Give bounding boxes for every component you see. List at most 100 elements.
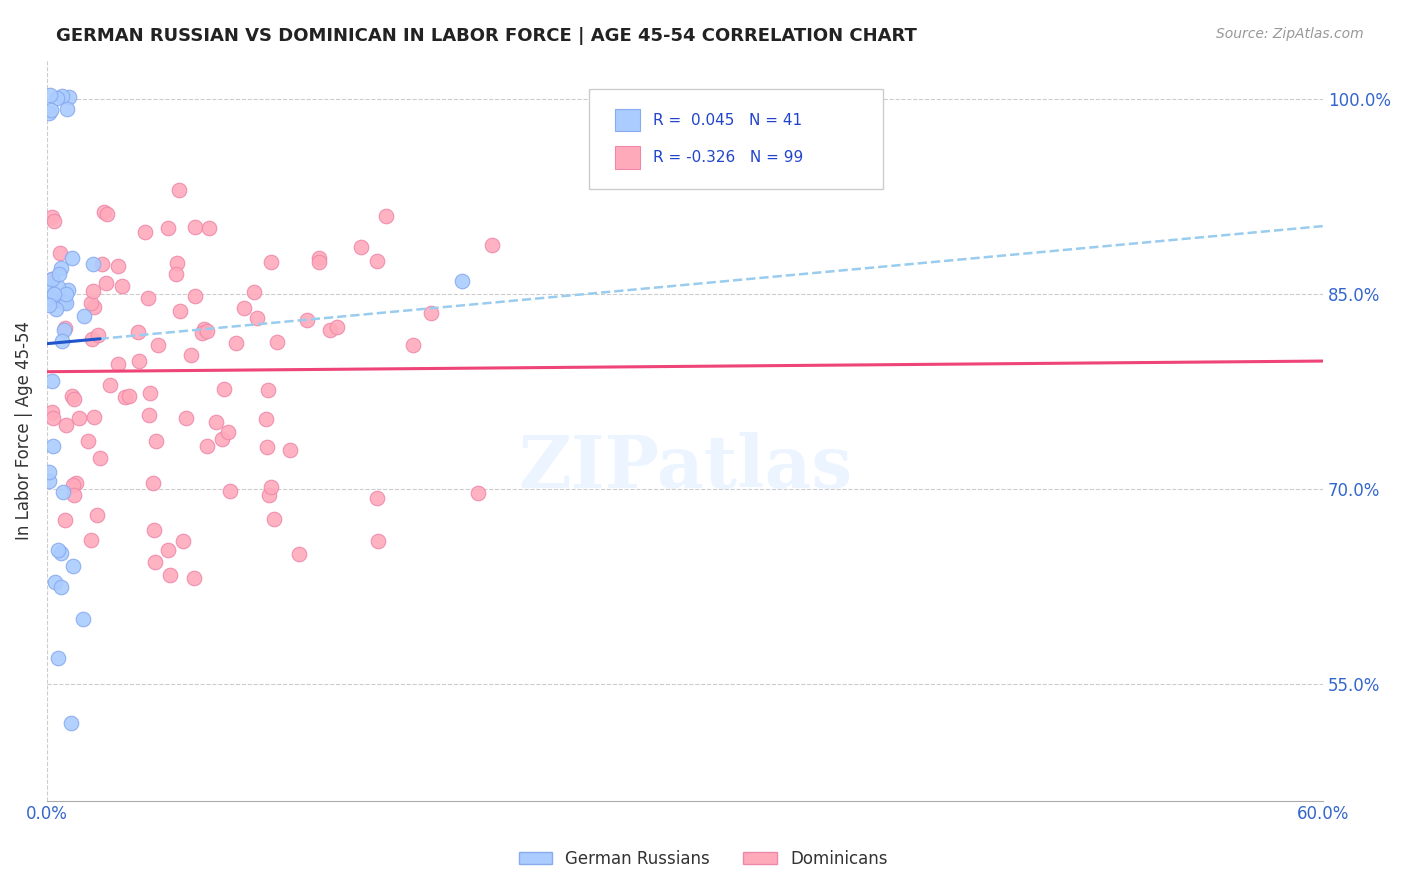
Point (107, 259, 129, 273)
Point (56, 283, 79, 297)
Point (260, 254, 283, 268)
Point (73, 310, 96, 324)
Point (51, 334, 73, 349)
Point (56, 102, 79, 116)
Point (266, 334, 288, 349)
Point (260, 480, 283, 494)
Point (180, 348, 202, 362)
Point (184, 219, 207, 234)
Point (233, 301, 256, 316)
Point (143, 523, 166, 537)
Point (41, 374, 63, 388)
Point (58, 90, 80, 104)
Point (366, 254, 388, 268)
Text: Source: ZipAtlas.com: Source: ZipAtlas.com (1216, 27, 1364, 41)
Point (42, 287, 65, 301)
Point (98, 377, 121, 392)
Point (174, 411, 197, 425)
Text: ZIPatlas: ZIPatlas (517, 432, 852, 503)
Point (93, 205, 115, 219)
Point (55, 286, 77, 301)
Point (138, 408, 160, 422)
Point (350, 240, 373, 254)
Point (46, 650, 69, 665)
Point (212, 382, 235, 396)
FancyBboxPatch shape (589, 89, 883, 189)
Point (193, 321, 215, 335)
Point (225, 335, 247, 350)
Point (82, 285, 104, 299)
Point (145, 434, 167, 448)
Point (87, 328, 110, 343)
Point (366, 491, 388, 506)
Point (166, 267, 188, 281)
Point (38, 291, 60, 305)
Point (60, 389, 83, 403)
Point (41, 411, 63, 425)
Point (96, 277, 118, 291)
Point (38, 298, 60, 312)
Point (157, 543, 180, 558)
Point (38, 279, 60, 293)
Point (52, 323, 75, 337)
Point (111, 278, 134, 293)
Point (55, 321, 77, 335)
Point (148, 337, 170, 351)
Point (375, 209, 398, 223)
Point (243, 285, 266, 300)
Point (367, 533, 389, 548)
Point (41, 210, 63, 224)
Point (83, 409, 105, 424)
Point (246, 311, 269, 326)
Point (481, 238, 503, 252)
Point (198, 221, 221, 235)
Text: GERMAN RUSSIAN VS DOMINICAN IN LABOR FORCE | AGE 45-54 CORRELATION CHART: GERMAN RUSSIAN VS DOMINICAN IN LABOR FOR… (56, 27, 917, 45)
Point (467, 486, 489, 500)
Point (217, 425, 239, 439)
Point (72, 612, 94, 626)
Point (195, 324, 218, 338)
Point (46, 542, 69, 557)
Point (256, 440, 278, 454)
Point (91, 257, 114, 271)
Point (67, 411, 90, 425)
Point (420, 306, 443, 320)
Point (256, 383, 278, 397)
Point (308, 254, 330, 268)
Point (89, 450, 111, 465)
FancyBboxPatch shape (614, 109, 640, 131)
Point (143, 555, 166, 569)
Point (295, 313, 318, 327)
Point (51, 485, 73, 500)
Point (157, 221, 180, 235)
Y-axis label: In Labor Force | Age 45-54: In Labor Force | Age 45-54 (15, 320, 32, 540)
Point (38, 106, 60, 120)
Point (38, 465, 60, 479)
Point (450, 274, 472, 288)
Point (142, 475, 165, 490)
Point (51, 88, 73, 103)
Point (167, 183, 190, 197)
Point (183, 570, 205, 584)
Point (41, 272, 63, 286)
Point (136, 291, 159, 305)
Point (41, 439, 63, 453)
Point (60, 251, 83, 265)
Text: R = -0.326   N = 99: R = -0.326 N = 99 (654, 150, 803, 165)
Point (184, 288, 207, 302)
Point (83, 300, 105, 314)
Point (118, 389, 141, 403)
Point (257, 488, 280, 502)
Point (49, 246, 72, 260)
Point (65, 476, 87, 491)
Point (62, 559, 84, 574)
Point (76, 434, 98, 449)
Legend: German Russians, Dominicans: German Russians, Dominicans (512, 844, 894, 875)
Point (82, 257, 104, 271)
Point (62, 478, 84, 492)
Point (39, 103, 62, 118)
Point (134, 225, 156, 239)
Point (53, 294, 76, 309)
Point (55, 296, 77, 310)
Point (278, 443, 301, 458)
